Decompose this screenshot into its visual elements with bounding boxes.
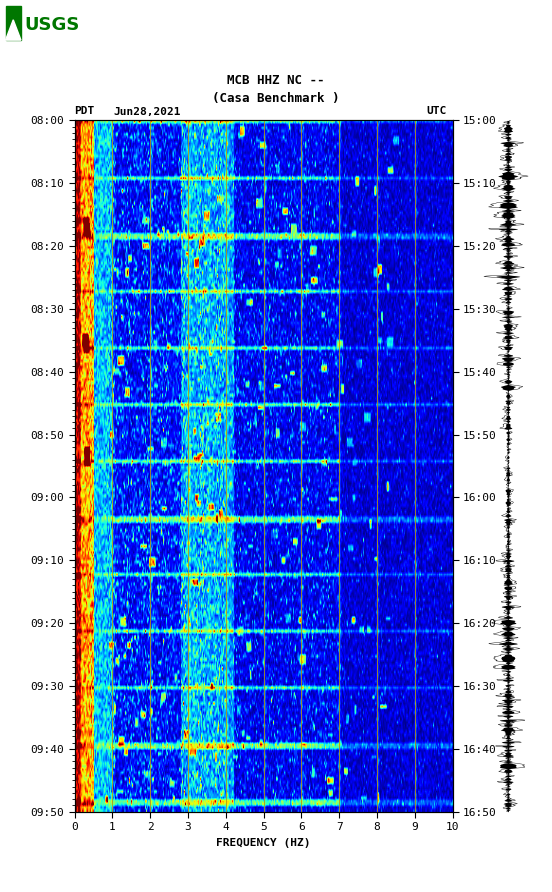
Polygon shape	[6, 20, 21, 40]
Text: UTC: UTC	[427, 106, 447, 117]
Text: MCB HHZ NC --: MCB HHZ NC --	[227, 74, 325, 87]
Text: PDT: PDT	[75, 106, 95, 117]
Text: USGS: USGS	[25, 16, 80, 34]
X-axis label: FREQUENCY (HZ): FREQUENCY (HZ)	[216, 838, 311, 847]
Text: (Casa Benchmark ): (Casa Benchmark )	[213, 92, 339, 104]
Text: Jun28,2021: Jun28,2021	[113, 106, 181, 117]
